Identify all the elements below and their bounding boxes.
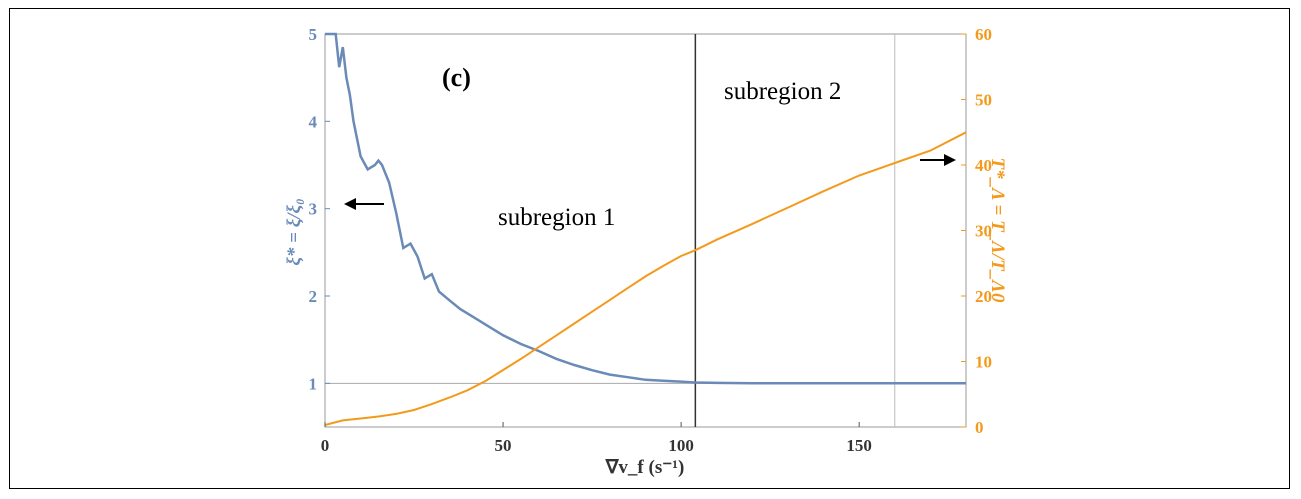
right-arrow-icon bbox=[920, 154, 956, 166]
left-tick-label: 1 bbox=[309, 374, 318, 393]
left-axis-ticks: 1 2 3 4 5 bbox=[309, 25, 330, 393]
bottom-axis-label: ∇v_f (s⁻¹) bbox=[605, 457, 685, 478]
left-tick-label: 2 bbox=[309, 287, 318, 306]
panel-label: (c) bbox=[442, 63, 471, 92]
bottom-tick-label: 150 bbox=[846, 436, 872, 455]
subregion-1-label: subregion 1 bbox=[498, 204, 615, 231]
bottom-axis-ticks: 0 50 100 150 bbox=[321, 422, 872, 455]
right-tick-label: 60 bbox=[975, 25, 992, 44]
right-tick-label: 50 bbox=[975, 91, 992, 110]
right-tick-label: 30 bbox=[975, 222, 992, 241]
series-line-xi bbox=[325, 32, 966, 385]
series-line-tlambda bbox=[324, 131, 967, 426]
left-tick-label: 3 bbox=[309, 200, 318, 219]
bottom-tick-label: 50 bbox=[495, 436, 512, 455]
bottom-tick-label: 100 bbox=[668, 436, 694, 455]
left-arrow-icon bbox=[344, 198, 384, 210]
right-tick-label: 40 bbox=[975, 156, 992, 175]
right-axis-ticks: 0 10 20 30 40 50 60 bbox=[961, 25, 992, 437]
right-tick-label: 10 bbox=[975, 353, 992, 372]
bottom-tick-label: 0 bbox=[321, 436, 330, 455]
right-tick-label: 20 bbox=[975, 287, 992, 306]
left-tick-label: 4 bbox=[309, 112, 318, 131]
left-axis-label: ξ* = ξ/ξ₀ bbox=[284, 198, 305, 265]
right-axis-label: T*_Λ = T_Λ/T_Λ0 bbox=[987, 158, 1008, 303]
figure-frame bbox=[9, 8, 1290, 489]
plot-area bbox=[324, 33, 967, 428]
right-tick-label: 0 bbox=[975, 418, 984, 437]
left-tick-label: 5 bbox=[309, 25, 318, 44]
subregion-2-label: subregion 2 bbox=[724, 78, 841, 105]
